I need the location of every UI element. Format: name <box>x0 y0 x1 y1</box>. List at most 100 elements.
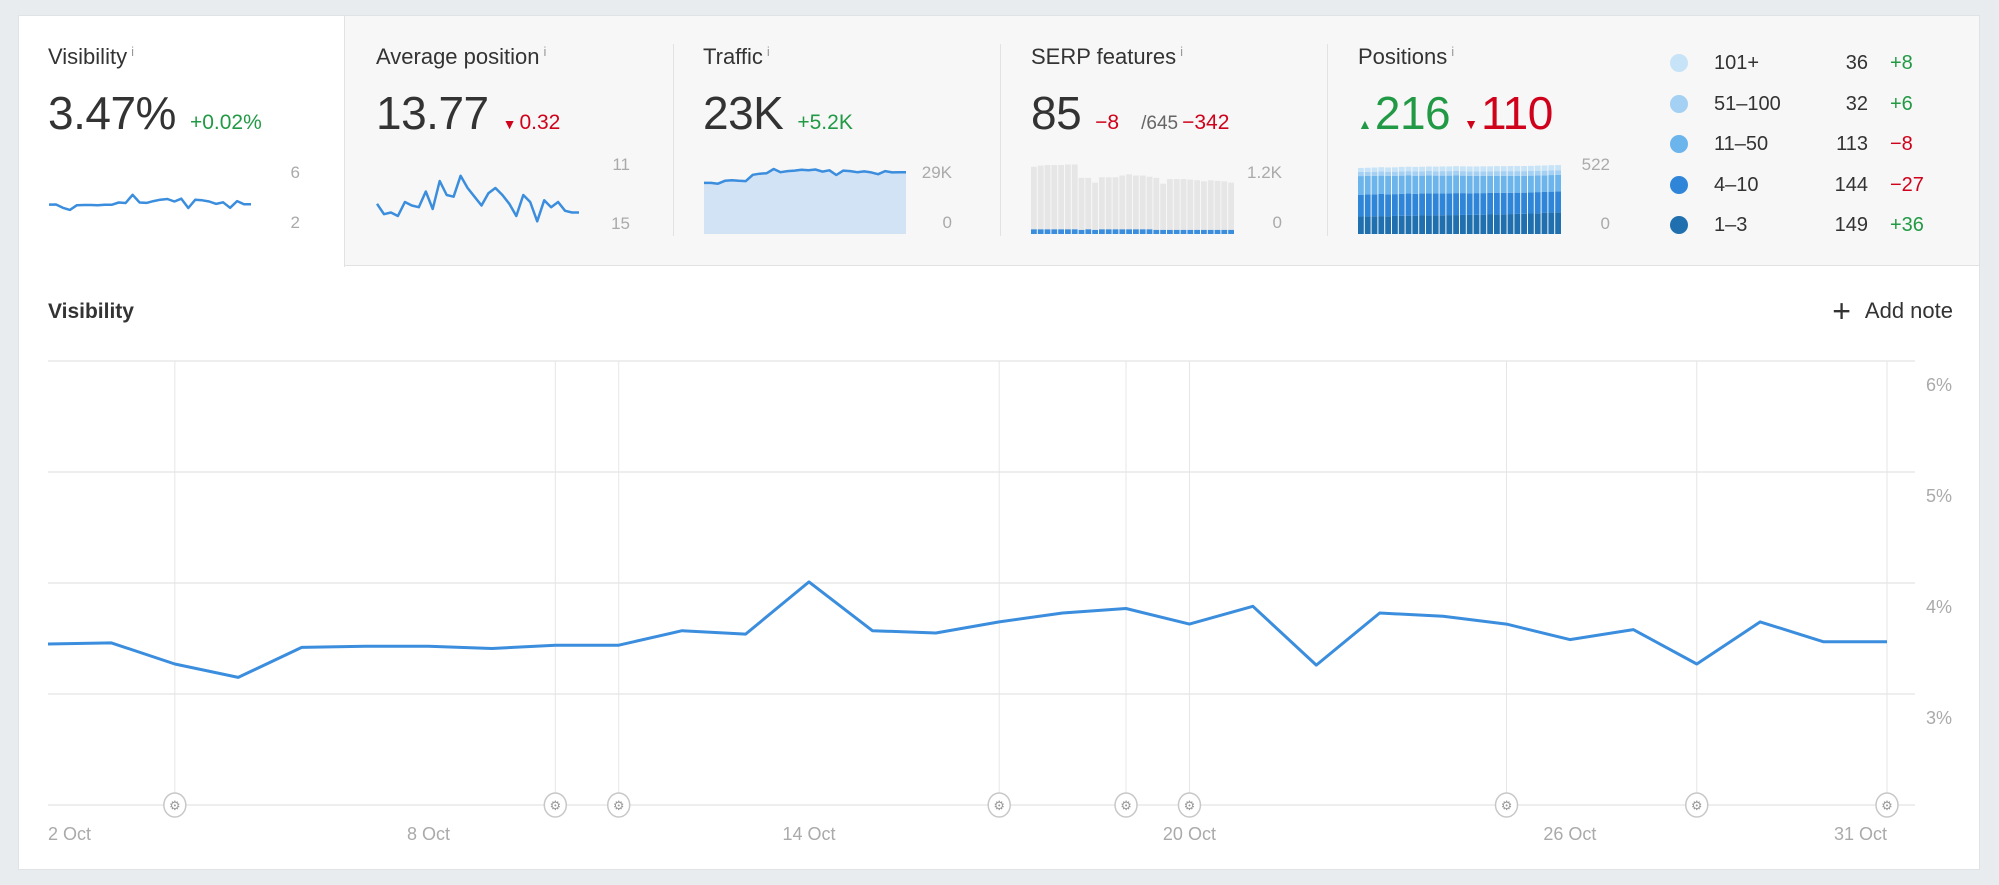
positions-bar-11-50 <box>1541 175 1548 192</box>
serp-bar-total <box>1153 177 1160 230</box>
positions-bar-11-50 <box>1555 174 1561 192</box>
serp-bar-total <box>1167 179 1173 230</box>
tab-positions[interactable]: Positions i ▲216 ▼110 <box>1358 44 1553 140</box>
serp-bar-total <box>1044 165 1051 230</box>
positions-down: 110 <box>1480 87 1553 139</box>
legend-dot-icon <box>1670 135 1688 153</box>
y-tick-label: 6% <box>1925 375 1952 395</box>
positions-bar-101+ <box>1466 166 1473 172</box>
legend-row[interactable]: 1–3 149 +36 <box>1668 210 1968 240</box>
info-icon[interactable]: i <box>1451 44 1455 59</box>
positions-bar-11-50 <box>1473 175 1480 194</box>
positions-bar-11-50 <box>1446 175 1453 194</box>
note-marker-circle <box>1875 792 1899 818</box>
note-marker[interactable]: ⚙ <box>1494 792 1519 818</box>
positions-bar-11-50 <box>1405 175 1412 194</box>
positions-bar-51-100 <box>1364 171 1371 176</box>
positions-bar-101+ <box>1446 166 1453 172</box>
legend-label: 101+ <box>1714 52 1760 74</box>
serp-bar-owned <box>1167 229 1173 234</box>
positions-bar-11-50 <box>1358 176 1364 195</box>
positions-bar-51-100 <box>1534 170 1541 176</box>
info-icon[interactable]: i <box>131 44 134 59</box>
y-tick-label: 4% <box>1925 597 1952 617</box>
positions-bar-51-100 <box>1514 171 1521 176</box>
positions-bar-51-100 <box>1358 172 1364 177</box>
positions-bar-101+ <box>1358 167 1364 173</box>
positions-bar-101+ <box>1371 167 1378 172</box>
legend-delta: +36 <box>1890 214 1924 236</box>
positions-bar-1-3 <box>1460 214 1466 234</box>
spark-axis-max: 522 <box>1581 155 1610 174</box>
positions-bar-1-3 <box>1453 215 1459 234</box>
tab-traffic[interactable]: Traffic i 23K +5.2K <box>703 44 853 140</box>
x-tick-label: 31 Oct <box>1833 824 1887 844</box>
positions-bar-4-10 <box>1364 194 1371 217</box>
legend-label: 11–50 <box>1714 133 1769 155</box>
tab-average-position[interactable]: Average position i 13.77 ▼ 0.32 <box>376 44 560 140</box>
positions-bar-11-50 <box>1378 175 1385 194</box>
y-tick-label: 3% <box>1925 708 1952 728</box>
positions-bar-4-10 <box>1480 193 1487 215</box>
sparkline-line <box>48 193 251 212</box>
serp-bar-total <box>1160 183 1166 230</box>
positions-bar-11-50 <box>1371 175 1378 195</box>
add-note-button[interactable]: + Add note <box>1832 295 1953 327</box>
note-marker[interactable]: ⚙ <box>606 792 631 818</box>
positions-bar-1-3 <box>1405 215 1412 234</box>
legend-row[interactable]: 101+ 36 +8 <box>1668 48 1968 78</box>
positions-bar-101+ <box>1439 166 1446 172</box>
positions-bar-11-50 <box>1480 175 1487 194</box>
tab-serp-features[interactable]: SERP features i 85 −8/645 −342 <box>1031 44 1229 140</box>
gear-icon: ⚙ <box>549 799 561 814</box>
positions-bar-4-10 <box>1514 192 1521 214</box>
positions-bar-1-3 <box>1426 215 1432 234</box>
metric-label: Average position <box>376 44 540 69</box>
metric-label: SERP features <box>1031 44 1177 69</box>
positions-bar-51-100 <box>1541 170 1548 176</box>
positions-bar-1-3 <box>1398 215 1405 234</box>
note-marker[interactable]: ⚙ <box>1177 792 1202 818</box>
note-marker[interactable]: ⚙ <box>987 792 1011 818</box>
positions-bar-51-100 <box>1392 171 1398 176</box>
legend-row[interactable]: 11–50 113 −8 <box>1668 129 1968 159</box>
legend-delta: −27 <box>1890 173 1924 196</box>
serp-bar-owned <box>1058 229 1064 234</box>
info-icon[interactable]: i <box>543 44 547 59</box>
note-marker[interactable]: ⚙ <box>163 792 187 818</box>
positions-bar-1-3 <box>1439 215 1446 234</box>
positions-bar-101+ <box>1460 166 1466 172</box>
legend-row[interactable]: 51–100 32 +6 <box>1668 89 1968 119</box>
positions-bar-4-10 <box>1466 193 1473 215</box>
positions-bar-101+ <box>1494 166 1500 172</box>
note-marker[interactable]: ⚙ <box>1875 792 1899 818</box>
tab-visibility[interactable]: Visibility i 3.47% +0.02% <box>48 44 262 140</box>
positions-bar-1-3 <box>1412 215 1419 234</box>
serp-bar-total <box>1214 180 1221 230</box>
serp-bar-total <box>1187 179 1194 230</box>
info-icon[interactable]: i <box>1180 44 1184 59</box>
positions-bar-4-10 <box>1446 193 1453 216</box>
sparkline-line <box>704 167 906 185</box>
serp-bar-owned <box>1201 229 1207 234</box>
metric-delta: +0.02% <box>189 111 262 134</box>
positions-bar-4-10 <box>1534 192 1541 214</box>
metric-value: 85 <box>1031 87 1082 139</box>
note-marker-circle <box>987 792 1011 818</box>
serp-bar-total <box>1092 182 1098 230</box>
tab-visibility-bg[interactable] <box>19 16 345 267</box>
average-position-sparkline <box>376 174 579 223</box>
positions-bar-11-50 <box>1398 175 1405 194</box>
gear-icon: ⚙ <box>1881 799 1893 814</box>
serp-bar-owned <box>1044 229 1051 234</box>
info-icon[interactable]: i <box>766 44 770 59</box>
legend-row[interactable]: 4–10 144 −27 <box>1668 170 1968 200</box>
note-marker[interactable]: ⚙ <box>1114 792 1138 818</box>
metrics-tabs <box>19 16 1979 266</box>
positions-bar-11-50 <box>1419 175 1425 194</box>
note-marker[interactable]: ⚙ <box>1685 792 1709 818</box>
serp-bar-total <box>1126 174 1132 230</box>
note-marker[interactable]: ⚙ <box>543 792 568 818</box>
positions-bar-1-3 <box>1541 212 1548 234</box>
positions-bar-51-100 <box>1555 170 1561 175</box>
